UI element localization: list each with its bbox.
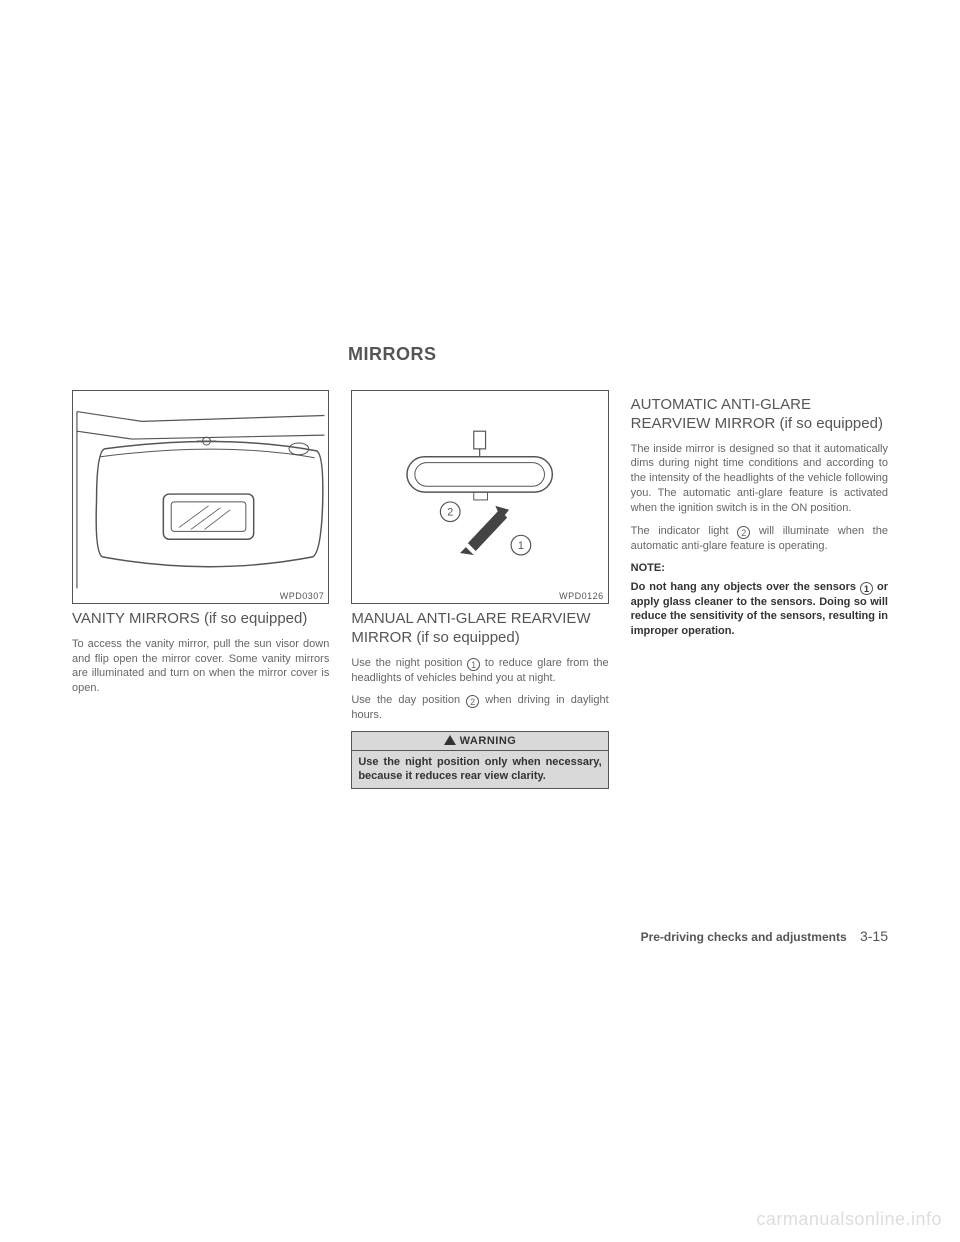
body-manual-p2: Use the day position 2 when driving in d… bbox=[351, 693, 608, 723]
section-title: MIRRORS bbox=[348, 344, 437, 365]
warning-body: Use the night position only when necessa… bbox=[352, 751, 607, 788]
text-fragment: Do not hang any objects over the sensors bbox=[631, 581, 860, 593]
warning-label: WARNING bbox=[460, 735, 517, 747]
text-fragment: The indicator light bbox=[631, 525, 738, 537]
visor-illustration bbox=[73, 391, 328, 603]
figure-vanity-mirror: WPD0307 bbox=[72, 390, 329, 604]
body-auto-p2: The indicator light 2 will illuminate wh… bbox=[631, 524, 888, 554]
body-auto-p1: The inside mirror is designed so that it… bbox=[631, 442, 888, 516]
figure-code: WPD0126 bbox=[559, 591, 604, 601]
footer-page-number: 3-15 bbox=[860, 928, 888, 944]
page-footer: Pre-driving checks and adjustments 3-15 bbox=[641, 928, 888, 944]
body-manual-p1: Use the night position 1 to reduce glare… bbox=[351, 656, 608, 686]
svg-text:1: 1 bbox=[518, 540, 524, 552]
callout-2-icon: 2 bbox=[737, 526, 750, 539]
heading-auto-mirror: AUTOMATIC ANTI-GLARE REARVIEW MIRROR (if… bbox=[631, 396, 888, 434]
column-3: AUTOMATIC ANTI-GLARE REARVIEW MIRROR (if… bbox=[631, 390, 888, 789]
column-2: 2 1 WPD0126 MANUAL ANTI-GLARE REARVIEW M… bbox=[351, 390, 608, 789]
callout-2-icon: 2 bbox=[466, 695, 479, 708]
text-fragment: Use the day position bbox=[351, 694, 466, 706]
watermark: carmanualsonline.info bbox=[756, 1209, 942, 1230]
heading-vanity-mirrors: VANITY MIRRORS (if so equipped) bbox=[72, 610, 329, 629]
figure-manual-mirror: 2 1 WPD0126 bbox=[351, 390, 608, 604]
warning-triangle-icon bbox=[444, 735, 456, 745]
content-columns: WPD0307 VANITY MIRRORS (if so equipped) … bbox=[72, 390, 888, 789]
mirror-illustration: 2 1 bbox=[352, 391, 607, 603]
text-fragment: Use the night position bbox=[351, 657, 467, 669]
callout-1-icon: 1 bbox=[467, 658, 480, 671]
callout-1-icon: 1 bbox=[860, 582, 873, 595]
footer-section: Pre-driving checks and adjustments bbox=[641, 930, 847, 944]
body-vanity-mirrors: To access the vanity mirror, pull the su… bbox=[72, 637, 329, 696]
warning-header: WARNING bbox=[352, 732, 607, 751]
svg-text:2: 2 bbox=[448, 507, 454, 519]
column-1: WPD0307 VANITY MIRRORS (if so equipped) … bbox=[72, 390, 329, 789]
note-body: Do not hang any objects over the sensors… bbox=[631, 580, 888, 640]
warning-box: WARNING Use the night position only when… bbox=[351, 731, 608, 789]
note-label: NOTE: bbox=[631, 562, 888, 574]
heading-manual-mirror: MANUAL ANTI-GLARE REARVIEW MIRROR (if so… bbox=[351, 610, 608, 648]
figure-code: WPD0307 bbox=[280, 591, 325, 601]
